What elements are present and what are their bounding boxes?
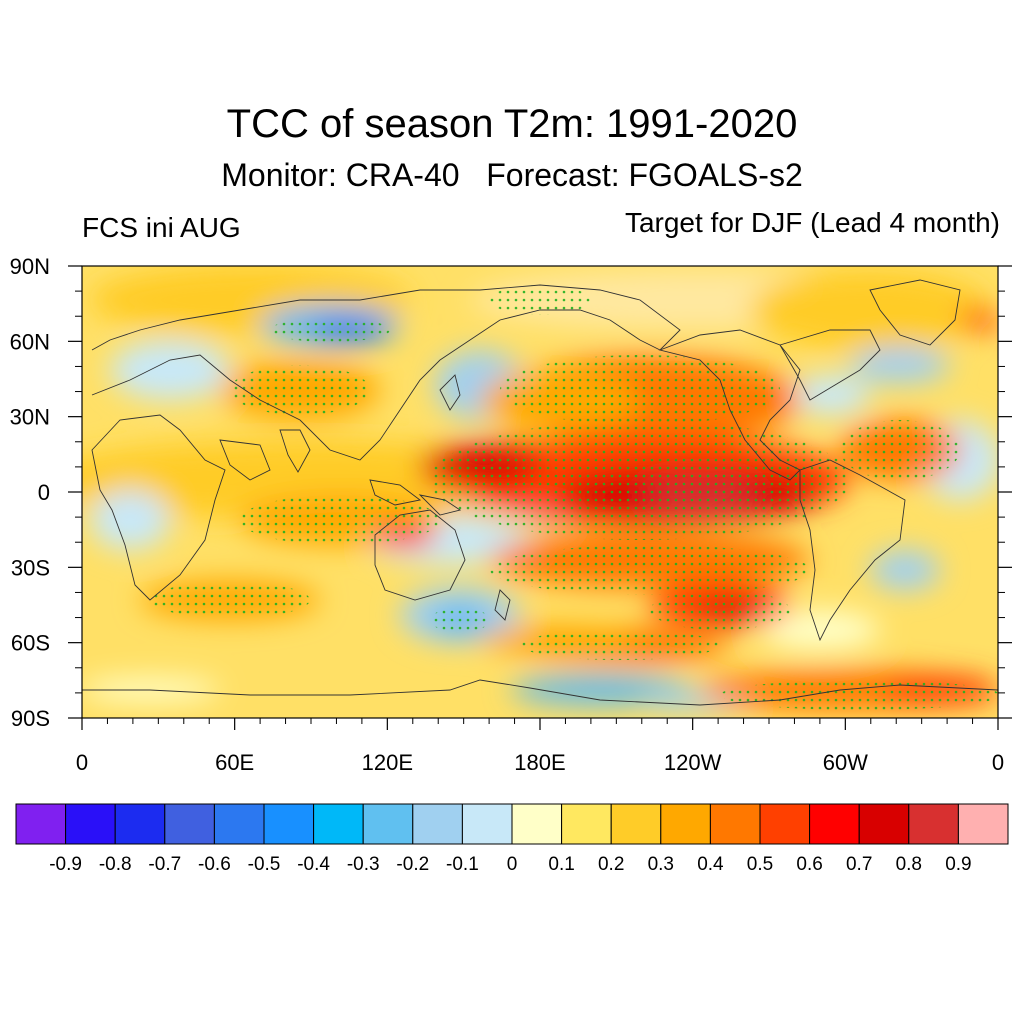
target-label: Target for DJF (Lead 4 month) [624, 207, 1000, 238]
y-axis-ticks: 90N 60N 30N 0 30S 60S 90S [10, 254, 1012, 731]
x-tick-label: 0 [992, 750, 1004, 775]
coastlines [82, 279, 998, 706]
y-tick-label: 60S [11, 631, 50, 656]
x-tick-label: 60E [215, 750, 254, 775]
colorbar-swatch [561, 803, 612, 845]
colorbar-swatch [511, 803, 563, 845]
x-axis-ticks: 0 60E 120E 180E 120W 60W 0 [76, 718, 1004, 775]
colorbar-label: -0.4 [297, 854, 330, 875]
y-tick-label: 90N [10, 254, 50, 279]
colorbar-swatch [15, 803, 67, 845]
colorbar-swatch [858, 803, 910, 845]
colorbar-label: 0.1 [548, 854, 574, 875]
colorbar-label: 0.3 [648, 854, 674, 875]
colorbar-swatch [65, 803, 116, 845]
y-tick-label: 30N [10, 405, 50, 430]
colorbar-label: 0.6 [796, 854, 822, 875]
colorbar-swatch [461, 803, 513, 845]
colorbar-swatch [114, 803, 166, 845]
colorbar-swatch [660, 803, 711, 845]
colorbar-swatch [362, 803, 414, 845]
colorbar-label: 0 [507, 854, 518, 875]
y-tick-label: 0 [38, 480, 50, 505]
map-title: TCC of season T2m: 1991-2020 [226, 102, 798, 146]
colorbar-swatch [908, 803, 959, 845]
y-tick-label: 60N [10, 329, 50, 354]
colorbar-label: 0.5 [747, 854, 773, 875]
colorbar-swatch [313, 803, 364, 845]
colorbar-label: -0.1 [446, 854, 479, 875]
x-tick-label: 180E [514, 750, 565, 775]
colorbar-label: 0.2 [598, 854, 624, 875]
colorbar-label: -0.8 [99, 854, 132, 875]
y-tick-label: 90S [11, 706, 50, 731]
colorbar-swatch [957, 803, 1009, 845]
y-tick-label: 30S [11, 555, 50, 580]
colorbar-swatch [263, 803, 315, 845]
significance-stippling [150, 285, 998, 710]
x-tick-label: 120E [362, 750, 413, 775]
colorbar-label: -0.2 [396, 854, 429, 875]
colorbar: -0.9 -0.8 -0.7 -0.6 -0.5 -0.4 -0.3 -0.2 -0.1 0 0.1… [15, 803, 1009, 875]
initialization-label: FCS ini AUG [82, 212, 241, 243]
correlation-field [82, 266, 998, 718]
colorbar-label: 0.9 [945, 854, 971, 875]
colorbar-swatch [164, 803, 215, 845]
x-tick-label: 0 [76, 750, 88, 775]
colorbar-label: 0.7 [846, 854, 872, 875]
colorbar-label: -0.6 [198, 854, 231, 875]
colorbar-swatch [412, 803, 463, 845]
colorbar-swatch [709, 803, 761, 845]
colorbar-swatch [610, 803, 662, 845]
map-subtitle: Monitor: CRA-40 Forecast: FGOALS-s2 [221, 157, 803, 193]
x-tick-label: 60W [823, 750, 868, 775]
colorbar-label: 0.8 [896, 854, 922, 875]
x-tick-label: 120W [664, 750, 722, 775]
colorbar-label: -0.7 [148, 854, 181, 875]
colorbar-swatch [213, 803, 265, 845]
colorbar-label: -0.3 [347, 854, 380, 875]
colorbar-label: -0.5 [248, 854, 281, 875]
colorbar-label: 0.4 [697, 854, 724, 875]
colorbar-swatch [759, 803, 811, 845]
colorbar-swatch [809, 803, 860, 845]
colorbar-label: -0.9 [49, 854, 82, 875]
